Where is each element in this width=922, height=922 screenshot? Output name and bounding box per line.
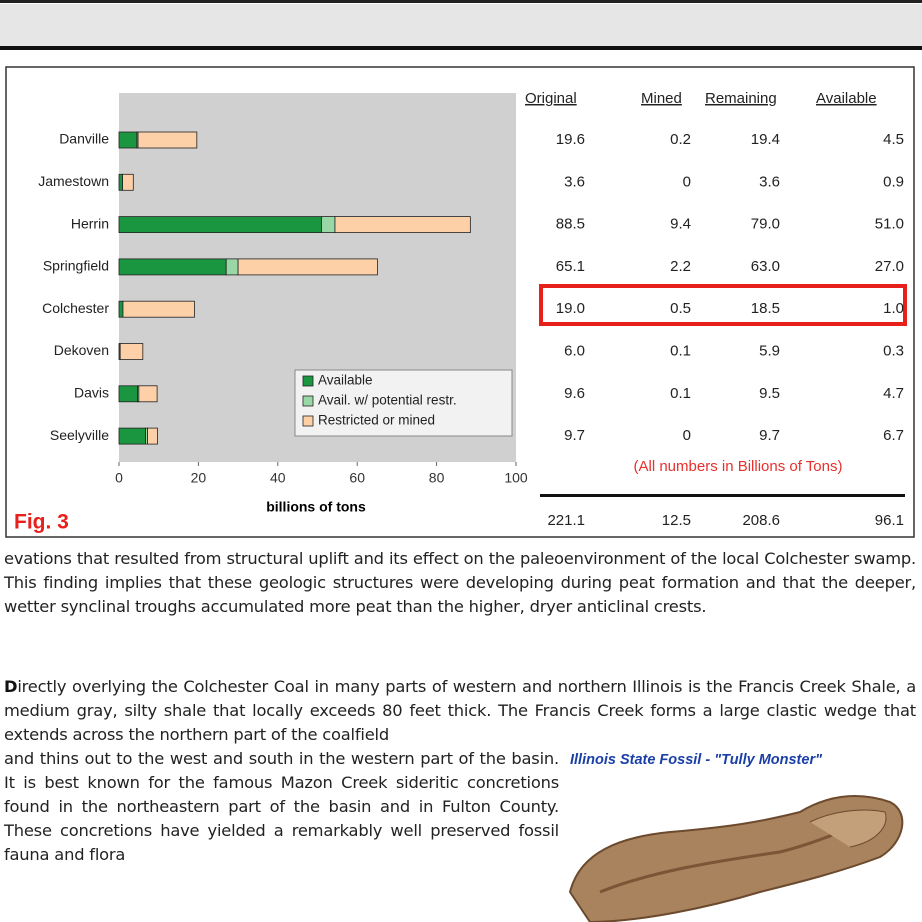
- table-cell: 9.5: [759, 385, 780, 402]
- table-cell: 2.2: [670, 258, 691, 275]
- bar-segment: [119, 428, 146, 444]
- column-header: Available: [816, 90, 877, 107]
- table-cell: 88.5: [556, 216, 585, 233]
- table-cell: 19.4: [751, 131, 780, 148]
- table-cell: 0.1: [670, 342, 691, 359]
- bar-segment: [119, 132, 137, 148]
- table-note: (All numbers in Billions of Tons): [634, 458, 843, 475]
- totals-rule: [540, 494, 905, 497]
- table-cell: 3.6: [759, 173, 780, 190]
- column-header: Mined: [641, 90, 682, 107]
- table-cell: 4.5: [883, 131, 904, 148]
- table-cell: 51.0: [875, 216, 904, 233]
- legend-swatch: [303, 396, 313, 406]
- table-cell: 6.7: [883, 427, 904, 444]
- x-tick-label: 60: [349, 470, 365, 486]
- table-cell: 19.6: [556, 131, 585, 148]
- table-total: 12.5: [662, 512, 691, 529]
- table-cell: 5.9: [759, 342, 780, 359]
- y-tick-label: Davis: [74, 385, 109, 401]
- bar-segment: [148, 428, 158, 444]
- table-cell: 0.3: [883, 342, 904, 359]
- bar-segment: [119, 301, 123, 317]
- x-tick-label: 20: [191, 470, 207, 486]
- bar-segment: [226, 259, 238, 275]
- y-tick-label: Seelyville: [50, 427, 109, 443]
- bar-segment: [120, 344, 143, 360]
- paragraph: evations that resulted from structural u…: [4, 547, 916, 619]
- x-tick-label: 100: [504, 470, 528, 486]
- table-cell: 27.0: [875, 258, 904, 275]
- table-cell: 79.0: [751, 216, 780, 233]
- x-tick-label: 40: [270, 470, 286, 486]
- fossil-photo: [560, 782, 920, 922]
- page: billions of tons Fig. 3 0 20 40 60 80 100 Danv…: [0, 0, 922, 922]
- bar-segment: [139, 386, 157, 402]
- bar-segment: [335, 217, 470, 233]
- table-cell: 0: [683, 427, 691, 444]
- bar-segment: [119, 217, 321, 233]
- header-band: [0, 4, 922, 48]
- y-tick-label: Jamestown: [38, 173, 109, 189]
- figure: billions of tons Fig. 3 0 20 40 60 80 100 Danv…: [0, 0, 922, 545]
- bar-segment: [138, 132, 197, 148]
- table-cell: 0.5: [670, 300, 691, 317]
- table-cell: 19.0: [556, 300, 585, 317]
- legend-swatch: [303, 376, 313, 386]
- top-rule: [0, 0, 922, 3]
- bar-segment: [119, 174, 123, 190]
- bar-segment: [123, 301, 194, 317]
- table-total: 221.1: [547, 512, 585, 529]
- bar-segment: [119, 386, 138, 402]
- legend-label: Avail. w/ potential restr.: [318, 393, 457, 408]
- figure-label: Fig. 3: [14, 511, 69, 534]
- table-total: 208.6: [742, 512, 780, 529]
- table-cell: 1.0: [883, 300, 904, 317]
- bar-segment: [119, 259, 226, 275]
- table-cell: 65.1: [556, 258, 585, 275]
- y-tick-label: Colchester: [42, 300, 109, 316]
- table-cell: 4.7: [883, 385, 904, 402]
- table-cell: 3.6: [564, 173, 585, 190]
- table-cell: 9.7: [759, 427, 780, 444]
- table-total: 96.1: [875, 512, 904, 529]
- legend-label: Restricted or mined: [318, 413, 435, 428]
- bar-segment: [123, 174, 134, 190]
- x-axis-label: billions of tons: [266, 499, 366, 515]
- table-cell: 18.5: [751, 300, 780, 317]
- y-tick-label: Springfield: [43, 258, 109, 274]
- x-tick-label: 0: [115, 470, 123, 486]
- table-cell: 0.1: [670, 385, 691, 402]
- x-tick-label: 80: [429, 470, 445, 486]
- legend-swatch: [303, 416, 313, 426]
- paragraph: Directly overlying the Colchester Coal i…: [4, 675, 916, 747]
- bar-segment: [321, 217, 334, 233]
- fossil-caption: Illinois State Fossil - "Tully Monster": [570, 752, 822, 768]
- legend-label: Available: [318, 373, 373, 388]
- table-cell: 6.0: [564, 342, 585, 359]
- table-cell: 63.0: [751, 258, 780, 275]
- column-header: Remaining: [705, 90, 777, 107]
- table-cell: 0.2: [670, 131, 691, 148]
- header-rule: [0, 46, 922, 50]
- paragraph-text: irectly overlying the Colchester Coal in…: [4, 677, 916, 744]
- drop-initial: D: [4, 677, 17, 696]
- y-tick-label: Herrin: [71, 215, 109, 231]
- column-header: Original: [525, 90, 577, 107]
- table-cell: 0: [683, 173, 691, 190]
- paragraph: and thins out to the west and south in t…: [4, 747, 559, 867]
- y-tick-label: Dekoven: [54, 342, 109, 358]
- table-cell: 9.6: [564, 385, 585, 402]
- table-cell: 9.7: [564, 427, 585, 444]
- table-cell: 0.9: [883, 173, 904, 190]
- y-tick-label: Danville: [59, 131, 109, 147]
- table-cell: 9.4: [670, 216, 691, 233]
- bar-segment: [238, 259, 377, 275]
